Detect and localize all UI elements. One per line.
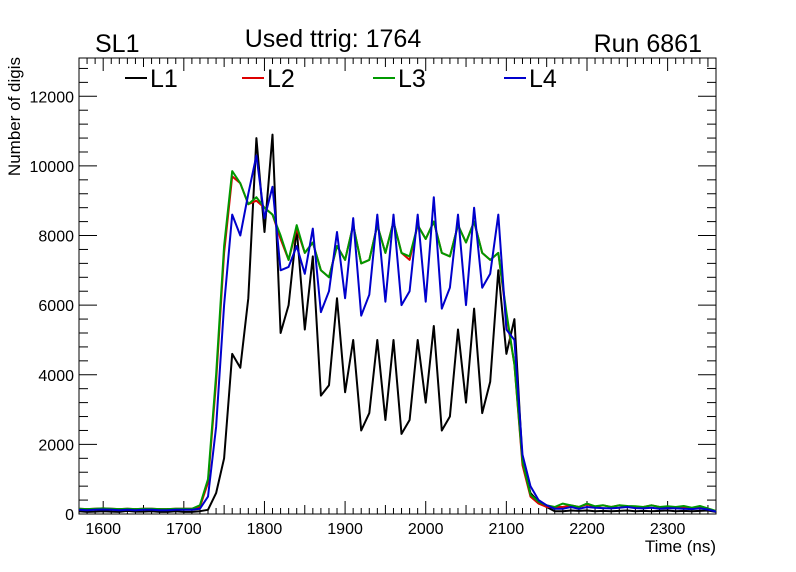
x-tick-label: 2100	[489, 521, 525, 538]
series-line-l2	[78, 175, 717, 513]
legend: L1 L2 L3 L4	[125, 65, 557, 93]
legend-label-l3: L3	[398, 65, 426, 93]
series-line-l4	[78, 154, 717, 513]
x-tick-label: 2200	[569, 521, 605, 538]
x-tick-label: 1600	[85, 521, 121, 538]
plot-frame	[78, 57, 717, 515]
y-tick-label: 8000	[38, 229, 74, 246]
y-tick-label: 0	[65, 507, 74, 524]
y-axis-label: Number of digis	[5, 57, 24, 176]
x-axis-label: Time (ns)	[645, 537, 716, 556]
chart-title-left: SL1	[95, 30, 139, 58]
x-tick-label: 2300	[650, 521, 686, 538]
series-line-l3	[78, 170, 717, 512]
plot-area	[78, 133, 717, 513]
x-tick-label: 1800	[247, 521, 283, 538]
y-tick-label: 2000	[38, 437, 74, 454]
legend-label-l1: L1	[150, 65, 178, 93]
axes: 1600 1700 1800 1900 2000 2100 2200 2300 0 2000 400…	[30, 57, 717, 538]
y-tick-label: 12000	[30, 89, 75, 106]
y-tick-label: 6000	[38, 298, 74, 315]
chart-title: Used ttrig: 1764	[245, 25, 422, 53]
x-tick-label: 1700	[166, 521, 202, 538]
y-tick-label: 4000	[38, 368, 74, 385]
series-line-l1	[78, 133, 717, 513]
x-tick-label: 1900	[327, 521, 363, 538]
x-tick-label: 2000	[408, 521, 444, 538]
y-tick-label: 10000	[30, 159, 75, 176]
legend-label-l2: L2	[267, 65, 295, 93]
legend-label-l4: L4	[529, 65, 557, 93]
chart-title-right: Run 6861	[594, 30, 702, 58]
